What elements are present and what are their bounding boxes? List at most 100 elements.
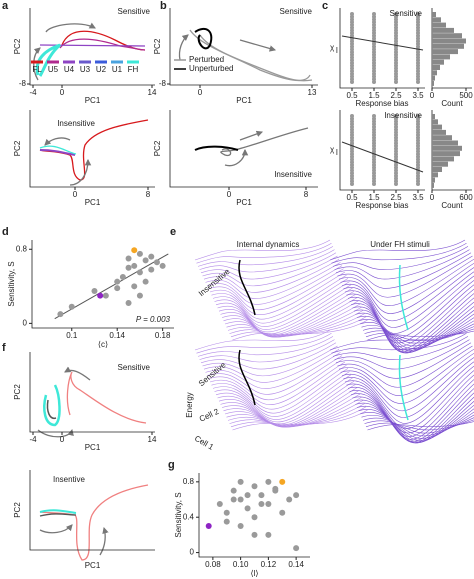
x-axis-label: ⟨c⟩ <box>98 340 108 349</box>
x-tick-label: 13 <box>308 88 317 97</box>
histogram-bar <box>432 177 435 183</box>
legend-label: FH <box>128 65 139 74</box>
y-tick-label: 0 <box>190 548 195 557</box>
histogram-bar <box>432 33 462 39</box>
point <box>131 262 138 269</box>
surface-line <box>197 336 334 357</box>
surface-line <box>221 297 358 337</box>
x-tick-label: 0 <box>60 435 65 444</box>
histogram-bar <box>432 172 438 178</box>
surface-line <box>347 284 474 344</box>
histogram-bar <box>432 129 446 135</box>
x-axis-label: PC1 <box>236 96 252 105</box>
surface-line <box>362 414 474 437</box>
legend-label: U3 <box>80 65 91 74</box>
surface-line <box>331 242 467 264</box>
y-axis-label: PC2 <box>13 38 22 54</box>
trajectory <box>398 264 409 331</box>
surface-line <box>359 408 474 441</box>
point <box>125 255 132 262</box>
y-tick-label: 0.8 <box>16 244 28 253</box>
surface-line <box>197 246 334 267</box>
histogram-bar <box>432 12 436 17</box>
point <box>237 496 244 503</box>
point <box>251 514 258 521</box>
surface-line <box>202 345 338 377</box>
point <box>114 278 121 285</box>
surface-line <box>214 281 350 327</box>
surface-line <box>331 332 467 354</box>
surface-line <box>232 409 368 431</box>
surface-line <box>337 345 473 388</box>
condition-label: Insensitive <box>57 119 95 128</box>
y-axis-label: l <box>336 148 338 157</box>
surface-line <box>199 249 335 273</box>
x-tick-label: 0 <box>60 88 65 97</box>
condition-label: Insentive <box>53 475 86 484</box>
surface-line <box>334 339 470 370</box>
histogram-bar <box>432 119 438 125</box>
x-tick-label: -4 <box>29 435 37 444</box>
response-point <box>416 80 420 84</box>
point <box>114 285 121 292</box>
surface-line <box>206 355 343 395</box>
surface-line <box>356 309 474 354</box>
surface-line <box>196 242 332 264</box>
histogram-bar <box>432 114 435 119</box>
point <box>279 478 286 485</box>
point <box>237 523 244 530</box>
point <box>244 492 251 499</box>
surface-line <box>226 306 362 338</box>
point <box>216 500 223 507</box>
histogram-bar <box>432 54 450 60</box>
x-tick-label: 0 <box>430 91 435 100</box>
y-axis-label: χ <box>330 43 335 52</box>
surface-line <box>199 339 335 363</box>
surface-line <box>352 388 474 442</box>
response-point <box>350 80 354 84</box>
x-axis-label: PC1 <box>85 561 101 570</box>
point <box>142 278 149 285</box>
surface-line <box>337 255 473 298</box>
point <box>148 253 155 260</box>
surface-line <box>364 326 474 344</box>
surface-line <box>355 305 474 354</box>
histogram-bar <box>432 124 442 130</box>
surface-line <box>365 328 474 341</box>
point <box>119 274 126 281</box>
y-axis-label: PC2 <box>153 38 162 54</box>
y-tick-label: -8 <box>19 79 27 88</box>
surface-line <box>367 330 474 341</box>
x-axis-label: PC1 <box>85 443 101 452</box>
surface-line <box>364 417 474 434</box>
x-axis-label: PC1 <box>85 198 101 207</box>
surface-line <box>367 421 474 431</box>
surface-line <box>227 400 364 427</box>
surface-line <box>229 313 365 337</box>
point <box>205 523 212 530</box>
y-axis-label: Sensitivity, S <box>174 492 183 537</box>
x-tick-label: 0.18 <box>155 331 171 340</box>
axis <box>198 473 310 558</box>
x-axis-label: PC1 <box>236 198 252 207</box>
surface-line <box>230 406 367 428</box>
legend-label: Unperturbed <box>189 64 233 73</box>
y-axis-label: PC2 <box>13 140 22 156</box>
x-axis-label: Response bias <box>356 201 409 210</box>
condition-label: Sensitive <box>118 363 151 372</box>
surface-line <box>340 353 474 404</box>
surface-line <box>350 383 474 440</box>
surface-line <box>194 329 331 351</box>
legend-label: U2 <box>96 65 107 74</box>
surface-line <box>223 300 359 338</box>
histogram-bar <box>432 59 444 65</box>
surface-line <box>200 342 337 370</box>
point <box>136 269 143 276</box>
legend-label: U1 <box>112 65 123 74</box>
point <box>265 500 272 507</box>
response-point <box>372 80 376 84</box>
surface-line <box>229 403 365 427</box>
y-axis-label: PC2 <box>13 502 22 518</box>
point <box>142 257 149 264</box>
surface-line <box>355 396 474 444</box>
